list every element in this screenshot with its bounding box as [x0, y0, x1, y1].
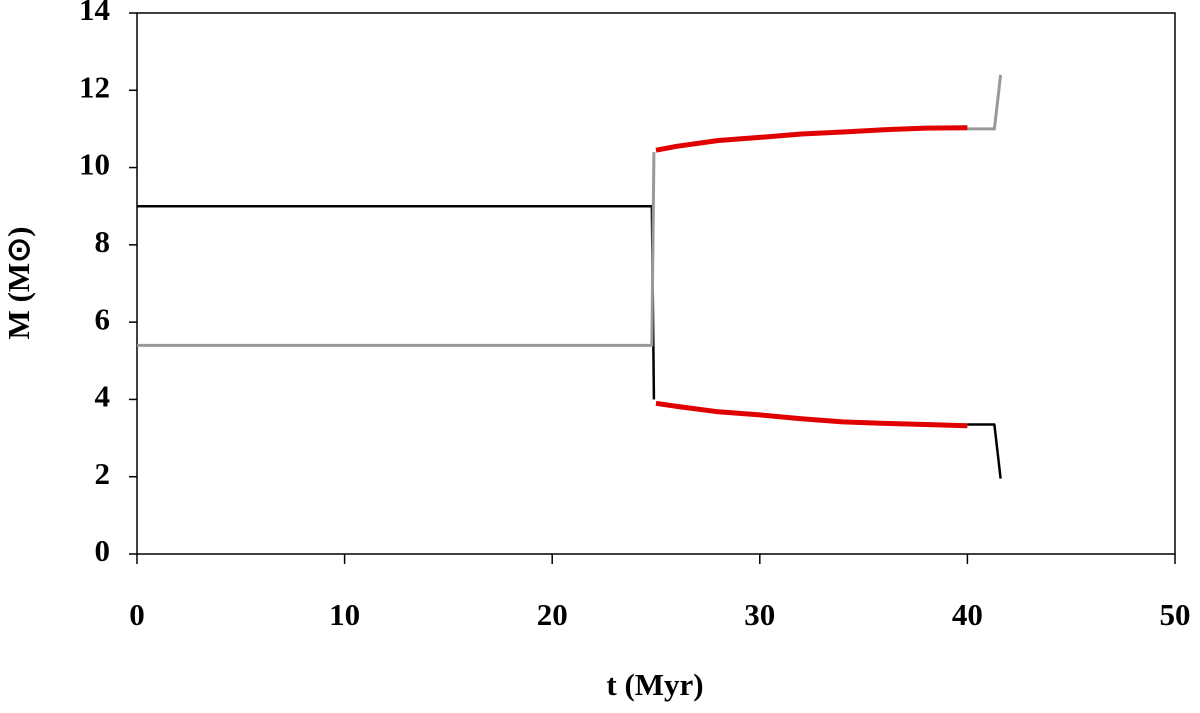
y-tick-label: 12: [79, 69, 110, 104]
x-tick-label: 40: [952, 597, 983, 632]
x-tick-label: 50: [1160, 597, 1191, 632]
x-tick-label: 20: [537, 597, 568, 632]
x-tick-label: 30: [744, 597, 775, 632]
series-line: [137, 204, 1002, 479]
y-tick-label: 14: [79, 0, 110, 27]
x-tick-label: 0: [129, 597, 145, 632]
series-line: [137, 74, 1003, 347]
y-tick-label: 4: [95, 379, 111, 414]
series-line: [655, 125, 968, 153]
y-tick-label: 6: [95, 301, 111, 336]
x-tick-label: 10: [329, 597, 360, 632]
y-tick-label: 0: [95, 533, 111, 568]
x-axis-label: t (Myr): [606, 667, 703, 702]
series-line: [655, 400, 968, 429]
y-tick-label: 10: [79, 147, 110, 182]
plot-frame: [136, 12, 1176, 555]
y-tick-label: 8: [95, 224, 111, 259]
y-axis-label: M (M⊙): [1, 227, 36, 340]
y-tick-label: 2: [95, 456, 111, 491]
